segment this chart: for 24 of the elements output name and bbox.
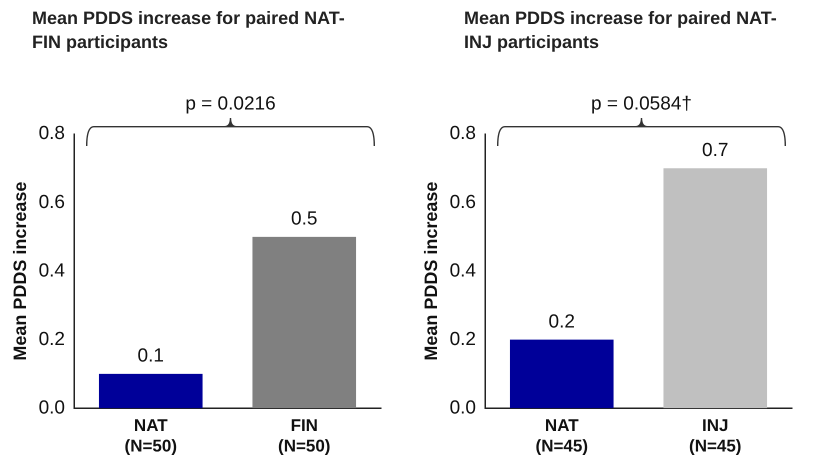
- text: p = 0.0216: [185, 94, 276, 115]
- chart-title: Mean PDDS increase for paired NAT-INJ participants: [464, 7, 778, 54]
- data-label: 0.5: [291, 208, 318, 230]
- y-tick-label: 0.0: [450, 397, 476, 418]
- y-tick-label: 0.4: [450, 260, 476, 282]
- y-axis-title: Mean PDDS increase: [10, 182, 30, 361]
- data-label: 0.2: [548, 311, 575, 332]
- x-tick-label: INJ (N=45): [689, 416, 742, 456]
- x-tick-label: NAT (N=50): [124, 416, 177, 456]
- data-label: 0.7: [702, 140, 728, 162]
- text: p = 0.0584†: [591, 94, 692, 115]
- y-axis-title: Mean PDDS increase: [420, 182, 441, 361]
- y-tick-label: 0.2: [38, 328, 66, 350]
- x-tick-label: NAT (N=45): [536, 416, 588, 456]
- data-label: 0.1: [138, 346, 164, 367]
- y-tick-label: 0.8: [450, 123, 476, 144]
- y-tick-label: 0.6: [38, 192, 66, 213]
- y-tick-label: 0.2: [450, 328, 476, 350]
- y-tick-label: 0.8: [38, 123, 66, 144]
- y-tick-label: 0.4: [38, 260, 66, 282]
- chart-title: Mean PDDS increase for paired NAT-FIN participants: [32, 7, 346, 54]
- y-tick-label: 0.6: [450, 192, 476, 213]
- x-tick-label: FIN (N=50): [278, 416, 330, 456]
- y-tick-label: 0.0: [38, 397, 66, 418]
